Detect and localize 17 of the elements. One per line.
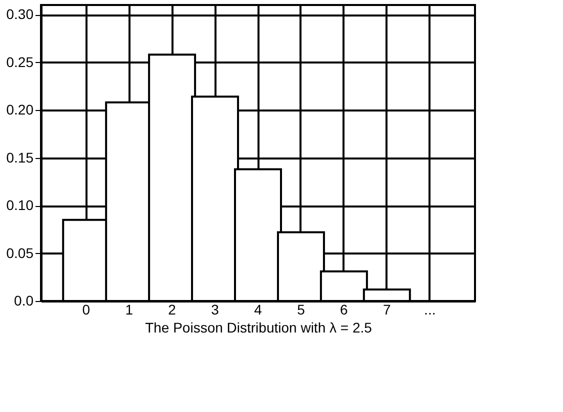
- x-tick-label: 6: [340, 302, 348, 318]
- x-tick-label: 4: [254, 302, 262, 318]
- x-tick-label: 5: [297, 302, 306, 318]
- y-tick-label: 0.05: [6, 244, 34, 261]
- x-tick-label: 2: [168, 302, 176, 318]
- y-tick-label: 0.20: [6, 102, 34, 118]
- y-tick-label: 0.0: [14, 292, 34, 308]
- x-tick-label: 1: [125, 302, 134, 318]
- x-tick-label: ...: [424, 302, 436, 318]
- y-tick-label: 0.15: [6, 149, 34, 166]
- x-tick-label: 3: [211, 302, 220, 318]
- y-tick-label: 0.30: [6, 6, 34, 22]
- x-tick-label: 0: [82, 302, 90, 318]
- y-tick-label: 0.10: [6, 197, 34, 214]
- x-tick-label: 7: [383, 302, 392, 318]
- y-tick-label: 0.25: [6, 54, 34, 70]
- x-axis-title: The Poisson Distribution with λ = 2.5: [145, 320, 372, 336]
